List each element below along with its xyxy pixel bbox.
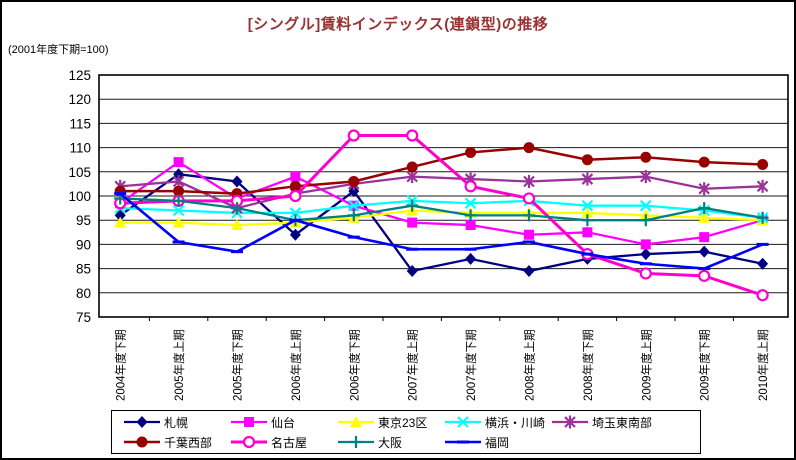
series-line [120,134,764,297]
legend-label: 大阪 [378,435,403,450]
y-axis-tick-label: 125 [68,68,91,83]
index-base-note: (2001年度下期=100) [8,44,109,56]
legend-item-仙台: 仙台 [230,413,337,431]
y-axis-tick-label: 75 [76,310,91,325]
legend-label: 福岡 [485,435,510,450]
legend-item-名古屋: 名古屋 [230,433,337,451]
legend-swatch-star-icon [552,415,588,429]
y-axis-tick-label: 85 [76,262,91,277]
series-line [120,175,763,210]
legend-item-大阪: 大阪 [337,433,444,451]
series-line [119,192,764,270]
x-axis-category-label: 2005年度上期 [172,329,186,401]
series-名古屋 [114,129,769,302]
x-axis-category-label: 2009年度上期 [639,329,653,401]
legend-swatch-plus-icon [338,436,374,448]
x-axis-category-label: 2006年度上期 [289,329,303,401]
x-axis-category-label: 2008年度下期 [581,329,595,401]
x-axis-category-label: 2007年度下期 [464,329,478,401]
legend-item-千葉西部: 千葉西部 [123,433,230,451]
x-axis-category-label: 2006年度下期 [347,329,361,401]
series-千葉西部 [114,142,769,200]
legend-label: 東京23区 [378,415,428,430]
legend-label: 札幌 [164,415,189,430]
legend-label: 横浜・川崎 [485,415,546,430]
x-axis-category-label: 2005年度下期 [231,329,245,401]
legend-item-福岡: 福岡 [444,433,551,451]
legend-swatch-x-icon [445,416,481,428]
legend-item-札幌: 札幌 [123,413,230,431]
y-axis-tick-label: 115 [69,116,91,131]
series-line [120,209,763,227]
y-axis-tick-label: 80 [76,286,91,301]
chart-legend: 札幌 仙台 東京23区 横浜・川崎 埼玉東南部千葉西部 名古屋 大阪 福岡 [111,410,701,454]
legend-swatch-dash-icon [445,440,481,444]
y-axis-tick-label: 105 [68,165,91,180]
series-line [119,160,763,246]
legend-item-埼玉東南部: 埼玉東南部 [551,413,658,431]
legend-item-横浜・川崎: 横浜・川崎 [444,413,551,431]
legend-label: 仙台 [271,415,296,430]
plot-border [98,74,789,318]
y-axis-tick-label: 95 [76,213,91,228]
legend-swatch-diamond-icon [124,416,160,428]
legend-label: 千葉西部 [164,435,213,450]
x-axis-category-label: 2004年度下期 [114,329,128,401]
y-axis-tick-label: 100 [68,189,91,204]
legend-swatch-circle-icon [124,436,160,448]
x-axis-category-label: 2010年度上期 [756,329,770,401]
legend-swatch-circle-open-icon [231,435,267,449]
legend-swatch-square-icon [231,417,267,427]
y-axis-tick-label: 110 [69,141,91,156]
legend-label: 名古屋 [271,435,308,450]
series-福岡 [114,192,769,271]
series-line [120,199,763,219]
legend-item-東京23区: 東京23区 [337,413,444,431]
series-仙台 [115,157,768,250]
legend-swatch-triangle-icon [338,416,374,427]
y-axis-tick-label: 90 [76,237,91,252]
y-axis-tick-label: 120 [68,92,91,107]
series-line [119,173,763,273]
x-axis-category-label: 2008年度上期 [523,329,537,401]
x-axis-category-label: 2007年度上期 [406,329,420,401]
series-line [120,197,763,222]
chart-title: [シングル]賃料インデックス(連鎖型)の推移 [247,16,549,33]
legend-label: 埼玉東南部 [592,415,653,430]
x-axis-category-label: 2009年度下期 [698,329,712,401]
